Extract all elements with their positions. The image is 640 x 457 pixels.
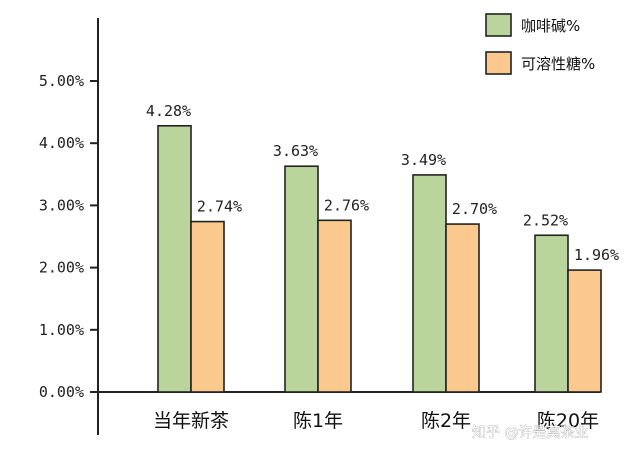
data-label: 4.28% xyxy=(146,102,191,120)
watermark: 知乎 @许是莫茶业 xyxy=(472,424,588,441)
y-tick-label: 2.00% xyxy=(39,259,84,277)
y-tick-label: 0.00% xyxy=(39,383,84,401)
legend: 咖啡碱% 可溶性糖% xyxy=(485,13,595,75)
data-labels: 4.28% 2.74% 3.63% 2.76% 3.49% 2.70% 2.52% 1.96% xyxy=(146,102,619,264)
bar-soluble-sugar xyxy=(445,223,480,393)
legend-swatch-soluble-sugar xyxy=(485,51,512,75)
legend-label: 可溶性糖% xyxy=(521,55,595,73)
bars xyxy=(157,124,602,393)
data-label: 2.74% xyxy=(197,198,242,216)
y-tick-label: 1.00% xyxy=(39,321,84,339)
data-label: 3.63% xyxy=(273,142,318,160)
y-tick-label: 5.00% xyxy=(39,72,84,90)
bar-caffeine xyxy=(534,234,569,393)
bar-caffeine xyxy=(412,174,447,393)
category-label: 当年新茶 xyxy=(153,410,229,432)
y-tick-label: 4.00% xyxy=(39,134,84,152)
category-label: 陈1年 xyxy=(293,410,343,432)
bar-soluble-sugar xyxy=(190,220,225,393)
data-label: 1.96% xyxy=(574,246,619,264)
data-label: 2.52% xyxy=(523,211,568,229)
bar-soluble-sugar xyxy=(317,219,352,393)
data-label: 3.49% xyxy=(401,151,446,169)
bar-caffeine xyxy=(284,165,319,393)
data-label: 2.70% xyxy=(452,200,497,218)
category-label: 陈2年 xyxy=(421,410,471,432)
legend-label: 咖啡碱% xyxy=(521,17,580,35)
data-label: 2.76% xyxy=(324,196,369,214)
y-axis-ticks: 0.00% 1.00% 2.00% 3.00% 4.00% 5.00% xyxy=(39,72,98,401)
category-labels: 当年新茶 陈1年 陈2年 陈20年 xyxy=(153,410,599,432)
bar-caffeine xyxy=(157,124,192,393)
legend-swatch-caffeine xyxy=(485,13,512,37)
y-tick-label: 3.00% xyxy=(39,196,84,214)
bar-soluble-sugar xyxy=(567,269,602,393)
category-label: 陈20年 xyxy=(537,410,599,432)
